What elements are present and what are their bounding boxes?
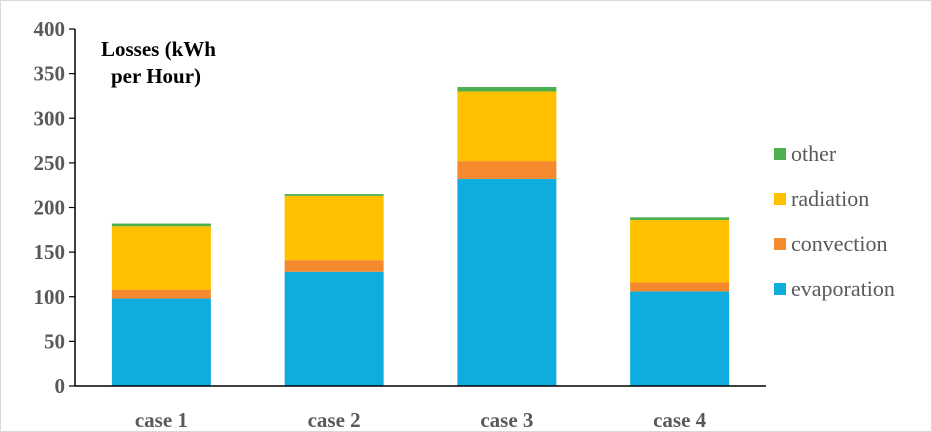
bar-segment-evaporation-3 <box>457 178 557 386</box>
bar-segment-other-3 <box>457 87 557 92</box>
bar-segment-other-2 <box>284 194 384 196</box>
y-tick-label: 100 <box>34 285 66 309</box>
y-tick-label: 350 <box>34 62 66 86</box>
legend-label-convection: convection <box>791 231 888 256</box>
bar-segment-other-4 <box>630 217 730 220</box>
bar-segment-convection-3 <box>457 161 557 179</box>
x-tick-label: case 3 <box>480 408 533 431</box>
bar-segment-radiation-2 <box>284 195 384 261</box>
legend-swatch-other <box>774 148 786 160</box>
bars <box>111 87 730 386</box>
bar-segment-radiation-1 <box>111 226 211 290</box>
bar-segment-convection-1 <box>111 289 211 299</box>
y-tick-label: 300 <box>34 106 66 130</box>
x-tick-label: case 1 <box>135 408 188 431</box>
chart-title-line-1: Losses (kWh <box>101 37 216 61</box>
y-tick-label: 400 <box>34 17 66 41</box>
legend: other radiation convection evaporation <box>774 141 895 301</box>
chart-title-line-2: per Hour) <box>111 64 201 88</box>
x-tick-label: case 4 <box>653 408 707 431</box>
y-tick-label: 150 <box>34 240 66 264</box>
legend-swatch-convection <box>774 238 786 250</box>
legend-swatch-radiation <box>774 193 786 205</box>
y-tick-label: 50 <box>44 329 65 353</box>
bar-segment-radiation-4 <box>630 219 730 283</box>
bar-segment-other-1 <box>111 223 211 227</box>
y-tick-label: 250 <box>34 151 66 175</box>
legend-label-other: other <box>791 141 837 166</box>
y-tick-label: 0 <box>55 374 66 398</box>
legend-swatch-evaporation <box>774 283 786 295</box>
y-axis: 0 50 100 150 200 250 300 350 400 <box>34 17 76 398</box>
bar-segment-evaporation-2 <box>284 271 384 386</box>
bar-segment-evaporation-4 <box>630 291 730 386</box>
x-tick-label: case 2 <box>308 408 361 431</box>
legend-label-evaporation: evaporation <box>791 276 895 301</box>
y-tick-label: 200 <box>34 196 66 220</box>
bar-segment-convection-2 <box>284 260 384 272</box>
x-axis: case 1 case 2 case 3 case 4 <box>75 385 766 431</box>
bar-segment-radiation-3 <box>457 91 557 162</box>
bar-segment-evaporation-1 <box>111 298 211 386</box>
legend-label-radiation: radiation <box>791 186 869 211</box>
bar-segment-convection-4 <box>630 282 730 292</box>
